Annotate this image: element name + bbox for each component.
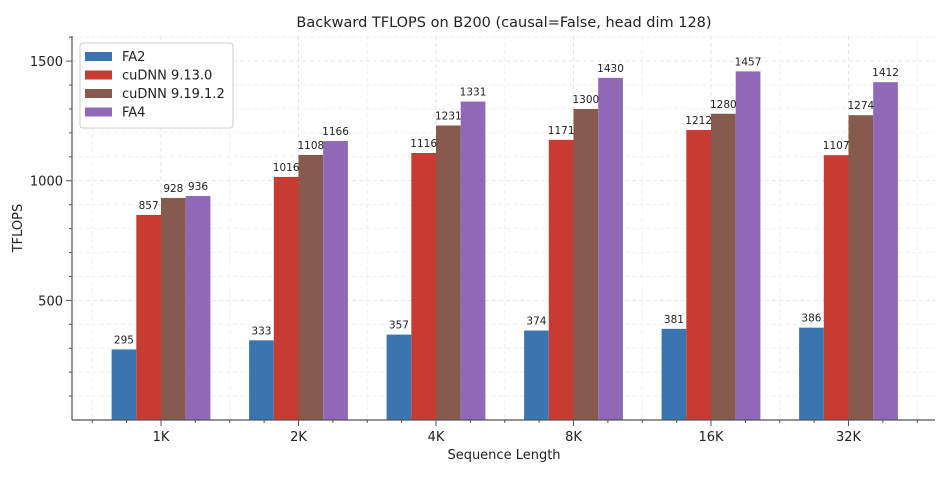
data-labels: 295 333 357 374 381 386 857 1016 1116 1171 1212 110…: [114, 56, 899, 346]
bar-cudnn-9-19-1-2: [848, 115, 874, 421]
bar-cudnn-9-19-1-2: [436, 125, 461, 420]
data-label: 357: [389, 320, 409, 332]
data-label: 1166: [322, 126, 349, 138]
bar-cudnn-9-19-1-2: [573, 108, 599, 421]
x-tick-label: 1K: [153, 430, 170, 445]
bar-cudnn-9-19-1-2: [711, 113, 736, 420]
bar-fa4: [323, 141, 348, 420]
data-label: 295: [114, 334, 134, 346]
legend-label: FA2: [122, 50, 145, 65]
legend-box: [79, 42, 234, 129]
data-label: 928: [163, 183, 183, 195]
data-label: 936: [188, 181, 208, 193]
legend: FA2 cuDNN 9.13.0 cuDNN 9.19.1.2 FA4: [79, 42, 234, 129]
chart-title: Backward TFLOPS on B200 (causal=False, h…: [296, 15, 711, 31]
axes: 500 1000 1500 1K 2K 4K 8K 16K 32K: [30, 36, 935, 445]
bar-fa4: [735, 71, 761, 420]
data-label: 333: [251, 325, 271, 337]
bar-cudnn-9-13-0: [411, 152, 436, 421]
legend-swatch: [85, 70, 112, 80]
bar-cudnn-9-13-0: [823, 155, 849, 421]
legend-label: cuDNN 9.13.0: [122, 69, 212, 84]
x-tick-label: 4K: [428, 430, 445, 445]
y-tick-label: 1000: [30, 175, 63, 190]
data-label: 1412: [872, 67, 899, 79]
bar-cudnn-9-13-0: [136, 214, 161, 420]
data-label: 1212: [685, 115, 712, 127]
bar-fa2: [111, 349, 137, 420]
bar-fa2: [524, 330, 549, 420]
y-axis-label: TFLOPS: [11, 204, 26, 254]
bar-cudnn-9-13-0: [548, 139, 574, 420]
data-label: 1274: [847, 100, 874, 112]
bar-fa2: [661, 328, 687, 420]
x-tick-label: 16K: [698, 430, 724, 445]
bar-fa4: [460, 101, 486, 420]
y-tick-label: 1500: [30, 55, 63, 70]
legend-swatch: [85, 89, 112, 98]
data-label: 1108: [297, 140, 324, 152]
bar-cudnn-9-13-0: [686, 130, 711, 420]
bars: [111, 71, 898, 421]
data-label: 381: [664, 314, 684, 326]
bar-fa2: [799, 327, 824, 420]
legend-swatch: [85, 52, 112, 61]
data-label: 857: [139, 200, 159, 212]
legend-label: FA4: [122, 106, 145, 121]
bar-cudnn-9-13-0: [273, 176, 299, 420]
bar-fa4: [185, 196, 211, 420]
x-tick-label: 32K: [836, 430, 862, 445]
bar-fa2: [386, 334, 412, 420]
data-label: 1116: [410, 138, 437, 150]
bar-fa4: [873, 82, 898, 421]
data-label: 1171: [548, 125, 575, 137]
legend-label: cuDNN 9.19.1.2: [122, 87, 225, 102]
data-label: 386: [801, 313, 821, 325]
data-label: 1107: [823, 140, 850, 152]
bar-cudnn-9-19-1-2: [298, 154, 324, 420]
x-tick-label: 8K: [565, 430, 582, 445]
data-label: 1016: [273, 162, 300, 174]
data-label: 1430: [597, 63, 624, 75]
data-label: 1231: [435, 110, 462, 122]
legend-swatch: [85, 107, 112, 117]
y-tick-label: 500: [38, 294, 63, 309]
data-label: 1300: [572, 94, 599, 106]
data-label: 1331: [460, 87, 487, 99]
x-axis-label: Sequence Length: [447, 448, 560, 463]
data-label: 1457: [735, 56, 762, 68]
data-label: 1280: [710, 99, 737, 111]
bar-cudnn-9-19-1-2: [161, 197, 186, 420]
bar-fa4: [598, 77, 623, 421]
data-label: 374: [526, 316, 546, 328]
bar-fa2: [249, 340, 274, 420]
x-tick-label: 2K: [290, 430, 307, 445]
